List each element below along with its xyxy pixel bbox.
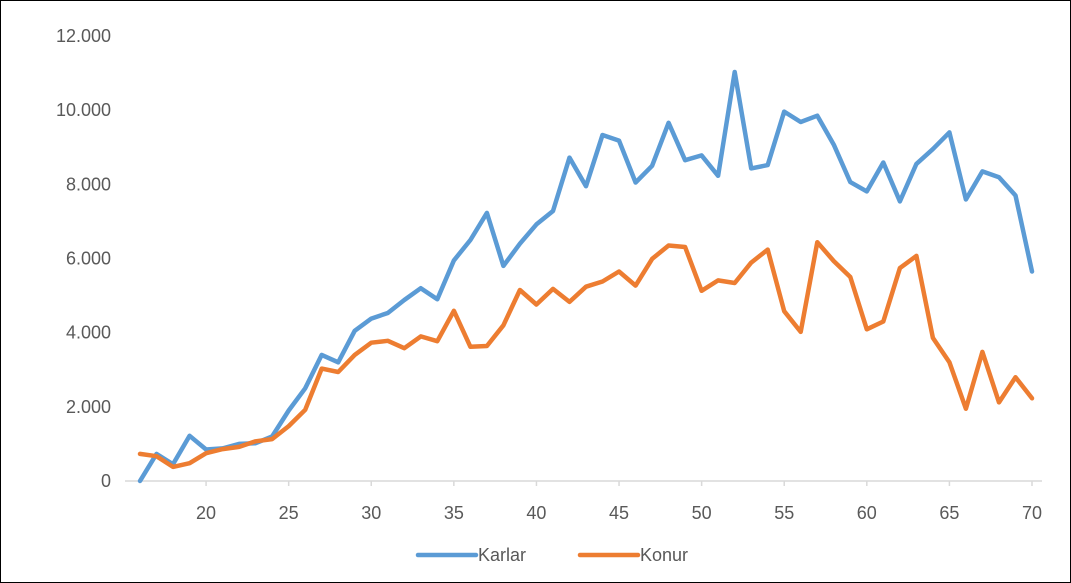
x-tick-label: 65	[939, 503, 959, 523]
x-tick-label: 45	[609, 503, 629, 523]
x-axis-ticks: 20 25 30 35 40 45 50 55 60 65 70	[196, 481, 1042, 523]
x-tick-label: 25	[279, 503, 299, 523]
x-tick-label: 35	[444, 503, 464, 523]
y-tick-label: 2.000	[66, 397, 111, 417]
x-tick-label: 40	[526, 503, 546, 523]
y-tick-label: 8.000	[66, 174, 111, 194]
legend-item-karlar: Karlar	[415, 545, 526, 565]
x-tick-label: 60	[857, 503, 877, 523]
y-tick-label: 12.000	[56, 26, 111, 46]
series-lines	[137, 69, 1035, 484]
legend-label: Konur	[640, 545, 688, 565]
y-axis-ticks: 0 2.000 4.000 6.000 8.000 10.000 12.000	[56, 26, 111, 491]
x-tick-label: 20	[196, 503, 216, 523]
x-tick-label: 55	[774, 503, 794, 523]
x-tick-label: 30	[361, 503, 381, 523]
y-tick-label: 4.000	[66, 323, 111, 343]
legend-item-konur: Konur	[577, 545, 688, 565]
series-line-karlar	[137, 69, 1035, 484]
y-tick-label: 10.000	[56, 100, 111, 120]
x-tick-label: 50	[692, 503, 712, 523]
legend: Karlar Konur	[415, 545, 688, 565]
y-tick-label: 0	[101, 471, 111, 491]
legend-label: Karlar	[478, 545, 526, 565]
y-tick-label: 6.000	[66, 249, 111, 269]
x-tick-label: 70	[1022, 503, 1042, 523]
series-line-konur	[137, 239, 1035, 470]
